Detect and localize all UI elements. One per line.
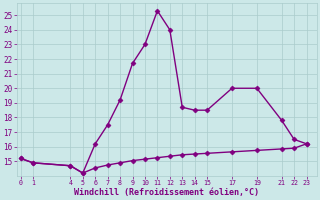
X-axis label: Windchill (Refroidissement éolien,°C): Windchill (Refroidissement éolien,°C) xyxy=(74,188,259,197)
